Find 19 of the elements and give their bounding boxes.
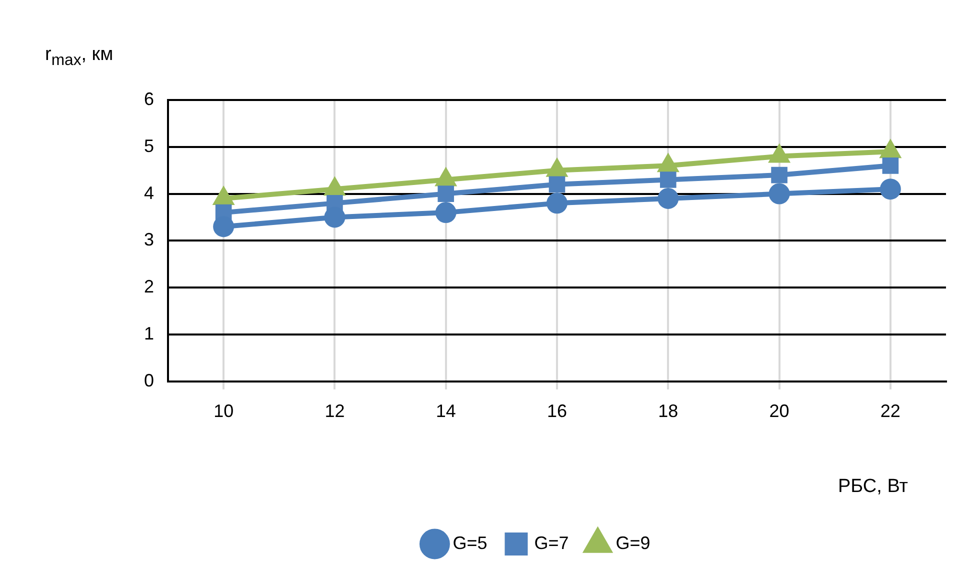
x-tick-label: 10 — [214, 401, 234, 422]
y-tick-label: 5 — [144, 136, 154, 156]
y-tick-label: 6 — [144, 88, 154, 109]
y-tick-label: 2 — [144, 276, 154, 297]
x-tick-label: 20 — [769, 401, 790, 422]
y-axis-title: r$_{max}$, км — [45, 44, 114, 70]
y-tick-label: 0 — [144, 370, 154, 390]
x-tick-label: 16 — [546, 401, 568, 422]
legend-label: G=7 — [534, 532, 569, 553]
x-tick-label: 12 — [324, 401, 345, 422]
y-tick-label: 3 — [144, 230, 154, 250]
x-axis-title: РБС, Вт — [838, 476, 908, 498]
x-tick-label: 14 — [436, 401, 456, 422]
legend-label: G=9 — [616, 532, 650, 553]
x-tick-label: 22 — [880, 401, 900, 422]
y-tick-label: 4 — [144, 182, 154, 203]
legend-label: G=5 — [452, 532, 488, 553]
x-tick-label: 18 — [658, 401, 678, 422]
y-tick-label: 1 — [144, 323, 154, 344]
